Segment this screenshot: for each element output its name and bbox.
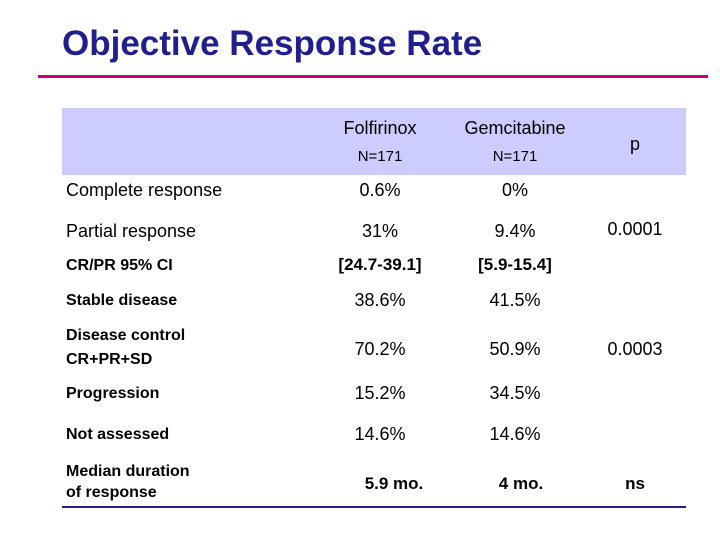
cell-complete-response-folfirinox: 0.6% (359, 180, 401, 200)
cell-disease-control-folfirinox: 70.2% (354, 339, 406, 359)
row-label-complete-response: Complete response (66, 180, 223, 200)
row-label-partial-response: Partial response (66, 221, 197, 241)
cell-stable-disease-gemcitabine: 41.5% (489, 290, 541, 310)
cell-progression-folfirinox: 15.2% (354, 383, 406, 403)
cell-crpr-ci-gemcitabine: [5.9-15.4] (478, 255, 552, 274)
table-header-band (62, 108, 686, 175)
row-label-median-duration: Median duration (66, 463, 190, 480)
row-label-stable-disease: Stable disease (66, 292, 178, 309)
column-header-gemcitabine-n: N=171 (492, 148, 538, 165)
cell-partial-response-gemcitabine: 9.4% (494, 221, 536, 241)
page-title: Objective Response Rate (62, 24, 483, 63)
title-underline (38, 75, 708, 78)
row-label-crpr-ci: CR/PR 95% CI (66, 257, 173, 274)
cell-not-assessed-gemcitabine: 14.6% (489, 424, 541, 444)
cell-partial-response-folfirinox: 31% (361, 221, 399, 241)
cell-stable-disease-folfirinox: 38.6% (354, 290, 406, 310)
column-header-gemcitabine: Gemcitabine (464, 118, 566, 138)
column-header-p: p (629, 134, 640, 154)
cell-complete-response-gemcitabine: 0% (501, 180, 528, 200)
column-header-folfirinox: Folfirinox (343, 118, 417, 138)
cell-disease-control-gemcitabine: 50.9% (489, 339, 541, 359)
p-value-response: 0.0001 (607, 219, 663, 239)
row-label-not-assessed: Not assessed (66, 426, 170, 443)
cell-median-duration-folfirinox: 5.9 mo. (364, 474, 424, 493)
table-bottom-rule (62, 506, 686, 508)
p-value-median-duration: ns (625, 474, 645, 493)
row-label-progression: Progression (66, 385, 160, 402)
cell-median-duration-gemcitabine: 4 mo. (498, 474, 544, 493)
row-label-disease-control: Disease control (66, 327, 186, 344)
cell-not-assessed-folfirinox: 14.6% (354, 424, 406, 444)
p-value-disease-control: 0.0003 (607, 339, 663, 359)
cell-progression-gemcitabine: 34.5% (489, 383, 541, 403)
row-label-disease-control-sub: CR+PR+SD (66, 351, 153, 368)
cell-crpr-ci-folfirinox: [24.7-39.1] (338, 255, 422, 274)
row-label-median-duration-sub: of response (66, 484, 157, 501)
column-header-folfirinox-n: N=171 (357, 148, 403, 165)
